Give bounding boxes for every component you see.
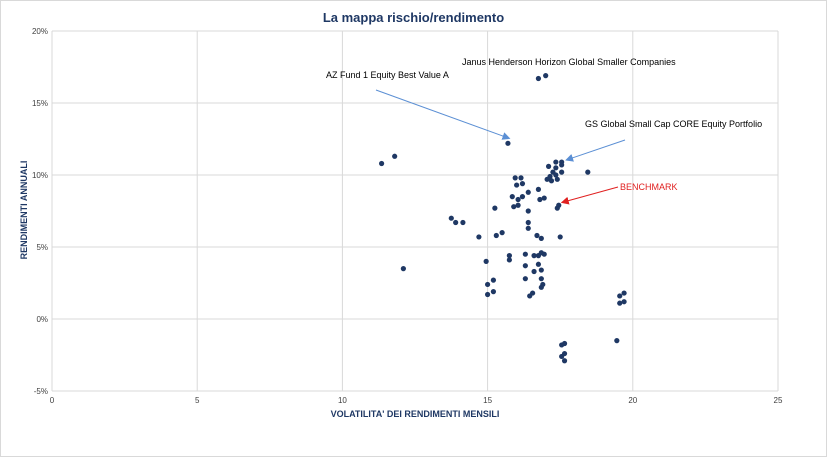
data-point xyxy=(535,186,542,192)
data-point xyxy=(490,289,497,295)
data-point xyxy=(522,251,528,257)
data-point xyxy=(538,276,544,282)
x-tick-label: 25 xyxy=(774,396,783,405)
data-point xyxy=(490,277,497,283)
data-point xyxy=(548,178,555,184)
data-point xyxy=(561,350,568,357)
data-point xyxy=(540,281,546,288)
data-point xyxy=(538,267,544,273)
data-point xyxy=(534,232,540,239)
data-point xyxy=(617,300,623,306)
data-point xyxy=(522,263,528,269)
data-point xyxy=(483,258,489,264)
data-point xyxy=(509,194,515,200)
data-point xyxy=(614,338,620,344)
data-point xyxy=(621,290,627,296)
data-point xyxy=(453,219,459,226)
data-point xyxy=(559,162,565,168)
data-point xyxy=(525,225,531,231)
data-point xyxy=(535,261,542,267)
x-axis-label: VOLATILITA' DEI RENDIMENTI MENSILI xyxy=(330,409,500,419)
y-tick-label: 15% xyxy=(32,99,48,108)
data-point xyxy=(522,276,528,282)
data-point xyxy=(556,202,562,208)
data-point xyxy=(621,299,627,305)
data-point xyxy=(525,219,531,226)
data-point xyxy=(553,172,559,178)
data-point xyxy=(460,219,466,226)
data-point xyxy=(525,189,531,195)
annotation-label: AZ Fund 1 Equity Best Value A xyxy=(326,70,449,80)
data-point xyxy=(535,75,542,82)
data-point xyxy=(553,159,559,165)
annotation-label: Janus Henderson Horizon Global Smaller C… xyxy=(462,57,676,67)
annotation-label: BENCHMARK xyxy=(620,182,678,192)
y-tick-label: 20% xyxy=(32,27,48,36)
data-point xyxy=(557,234,563,240)
data-point xyxy=(519,181,526,187)
data-point xyxy=(538,235,544,241)
annotation-arrow xyxy=(565,139,626,162)
data-point xyxy=(515,196,521,203)
y-tick-label: 0% xyxy=(36,315,48,324)
annotation-arrow xyxy=(560,186,619,205)
annotation-label: GS Global Small Cap CORE Equity Portfoli… xyxy=(585,119,762,129)
data-point xyxy=(547,173,553,180)
data-point xyxy=(543,73,549,79)
data-point xyxy=(554,176,560,182)
data-point xyxy=(545,163,552,169)
data-point xyxy=(499,230,505,236)
data-point xyxy=(531,268,537,275)
y-tick-label: 5% xyxy=(36,243,48,252)
data-point xyxy=(476,234,482,240)
data-point xyxy=(505,140,511,146)
data-point xyxy=(512,175,518,181)
x-tick-label: 10 xyxy=(338,396,347,405)
y-tick-label: -5% xyxy=(34,387,48,396)
data-point xyxy=(531,253,537,259)
data-point xyxy=(559,169,565,175)
data-point xyxy=(585,169,591,175)
data-point xyxy=(515,202,521,208)
data-point xyxy=(541,251,547,257)
data-point xyxy=(537,196,543,203)
data-point xyxy=(506,253,512,259)
data-point xyxy=(492,205,498,211)
data-point xyxy=(379,160,385,167)
annotation-arrow xyxy=(375,89,511,140)
data-point xyxy=(518,175,524,181)
chart-title: La mappa rischio/rendimento xyxy=(322,10,505,25)
data-point xyxy=(485,291,491,298)
x-tick-label: 5 xyxy=(195,396,200,405)
y-tick-label: 10% xyxy=(32,171,48,180)
x-tick-label: 0 xyxy=(50,396,55,405)
data-point xyxy=(519,194,526,200)
data-point xyxy=(525,208,531,214)
data-point xyxy=(561,358,568,364)
x-tick-label: 20 xyxy=(628,396,637,405)
data-point xyxy=(541,195,547,201)
data-point xyxy=(448,215,454,221)
data-point xyxy=(392,153,398,159)
data-point xyxy=(530,290,536,296)
data-point xyxy=(506,257,512,263)
data-point xyxy=(617,293,623,299)
data-point xyxy=(493,232,499,239)
data-point xyxy=(400,266,406,272)
data-point xyxy=(511,204,517,210)
x-tick-label: 15 xyxy=(483,396,492,405)
data-point xyxy=(514,182,520,188)
data-point xyxy=(485,281,491,288)
data-point xyxy=(553,165,559,171)
data-point xyxy=(561,340,568,347)
